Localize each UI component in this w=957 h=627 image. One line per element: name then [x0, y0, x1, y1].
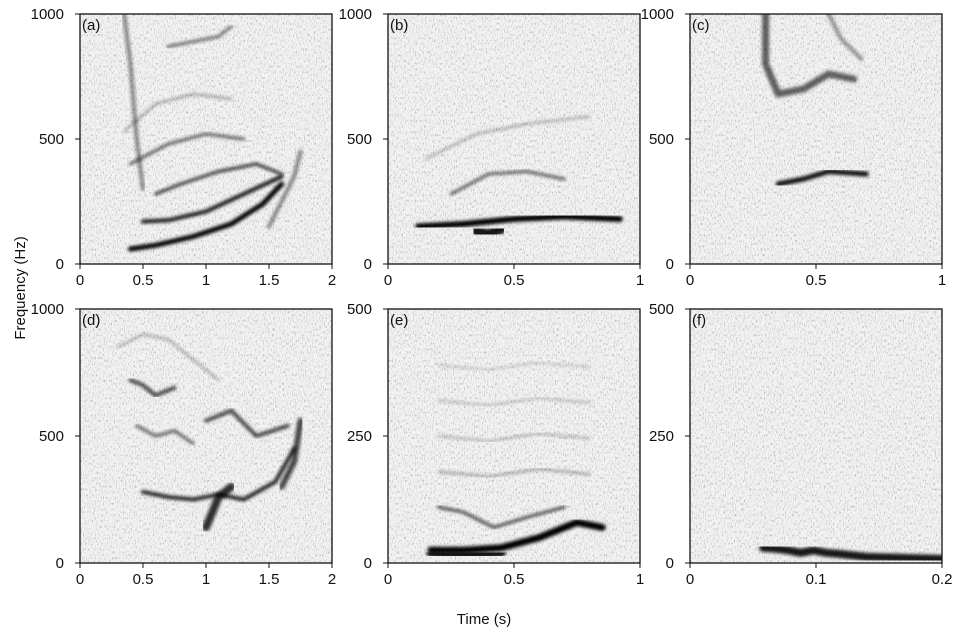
x-tick-label: 0.5	[806, 272, 827, 289]
x-tick-label: 0	[384, 272, 392, 289]
x-tick-label: 0.5	[504, 571, 525, 588]
y-tick-label: 0	[666, 555, 674, 572]
x-tick-label: 1.5	[259, 272, 280, 289]
energy-band	[278, 417, 304, 490]
x-tick-label: 1	[636, 272, 644, 289]
spectrogram-noise	[80, 14, 332, 264]
spectrogram-noise	[388, 14, 640, 264]
panel-c: (c) 0 0.5 1 0 500 1000	[641, 6, 947, 289]
x-tick-label: 0	[686, 272, 694, 289]
y-tick-label: 500	[649, 131, 674, 148]
y-tick-label: 0	[56, 256, 64, 273]
panel-label: (f)	[692, 312, 706, 329]
x-axis-label: Time (s)	[457, 611, 511, 627]
panel-f: (f) 0 0.1 0.2 0 250 500	[649, 301, 952, 588]
energy-band	[471, 224, 507, 239]
x-tick-label: 0.5	[504, 272, 525, 289]
y-tick-label: 1000	[31, 6, 64, 23]
y-tick-label: 500	[649, 301, 674, 318]
energy-band	[128, 132, 246, 166]
energy-band	[437, 396, 591, 407]
energy-band	[204, 408, 290, 438]
x-tick-label: 0.5	[133, 571, 154, 588]
spectrogram-image	[388, 309, 640, 563]
energy-band	[437, 468, 591, 478]
panel-e: (e) 0 0.5 1 0 250 500	[347, 301, 644, 588]
energy-band	[427, 518, 606, 554]
y-tick-label: 250	[649, 428, 674, 445]
energy-band	[775, 169, 869, 187]
spectrogram-image	[80, 309, 332, 563]
energy-band	[426, 548, 506, 560]
energy-band	[128, 378, 177, 398]
y-tick-label: 500	[39, 131, 64, 148]
energy-band	[123, 93, 233, 133]
energy-band	[202, 482, 236, 532]
y-tick-label: 1000	[31, 301, 64, 318]
spectrogram-image	[80, 14, 332, 264]
energy-band	[141, 174, 284, 224]
x-tick-label: 0.2	[932, 571, 953, 588]
x-tick-label: 0	[686, 571, 694, 588]
x-tick-label: 0.5	[133, 272, 154, 289]
spectrogram-image	[690, 309, 942, 563]
energy-band	[267, 149, 303, 229]
energy-band	[122, 14, 145, 191]
y-tick-label: 500	[347, 131, 372, 148]
energy-band	[762, 14, 858, 98]
x-tick-label: 2	[328, 571, 336, 588]
x-tick-label: 1	[202, 272, 210, 289]
y-tick-label: 500	[347, 301, 372, 318]
energy-band	[154, 162, 284, 196]
panel-label: (c)	[692, 17, 710, 34]
panel-label: (d)	[82, 312, 100, 329]
energy-band	[166, 25, 233, 48]
y-axis-label: Frequency (Hz)	[12, 236, 29, 339]
x-tick-label: 1	[202, 571, 210, 588]
y-tick-label: 0	[364, 555, 372, 572]
x-tick-label: 0.1	[806, 571, 827, 588]
x-tick-label: 1	[938, 272, 946, 289]
x-tick-label: 1	[636, 571, 644, 588]
energy-band	[135, 424, 195, 446]
y-tick-label: 0	[364, 256, 372, 273]
y-tick-label: 0	[666, 256, 674, 273]
spectrogram-noise	[690, 14, 942, 264]
x-tick-label: 1.5	[259, 571, 280, 588]
y-tick-label: 0	[56, 555, 64, 572]
y-tick-label: 250	[347, 428, 372, 445]
energy-band	[449, 170, 566, 196]
y-tick-label: 1000	[641, 6, 674, 23]
energy-band	[116, 333, 220, 382]
energy-band	[826, 14, 864, 61]
energy-band	[437, 361, 591, 371]
panel-label: (e)	[390, 312, 408, 329]
x-tick-label: 0	[384, 571, 392, 588]
energy-band	[127, 181, 285, 252]
x-tick-label: 0	[76, 272, 84, 289]
x-tick-label: 0	[76, 571, 84, 588]
x-tick-label: 2	[328, 272, 336, 289]
spectrogram-image	[690, 14, 942, 264]
panel-label: (b)	[390, 17, 408, 34]
spectrogram-image	[388, 14, 640, 264]
panel-b: (b) 0 0.5 1 0 500 1000	[339, 6, 645, 289]
y-tick-label: 500	[39, 428, 64, 445]
energy-band	[437, 432, 591, 443]
energy-band	[415, 213, 623, 230]
y-tick-label: 1000	[339, 6, 372, 23]
panel-d: (d) 0 0.5 1 1.5 2 0 500 1000	[31, 301, 337, 588]
panel-a: (a) 0 0.5 1 1.5 2 0 500 1000	[31, 6, 337, 289]
panel-label: (a)	[82, 17, 100, 34]
energy-band	[436, 505, 566, 529]
energy-band	[424, 115, 591, 160]
